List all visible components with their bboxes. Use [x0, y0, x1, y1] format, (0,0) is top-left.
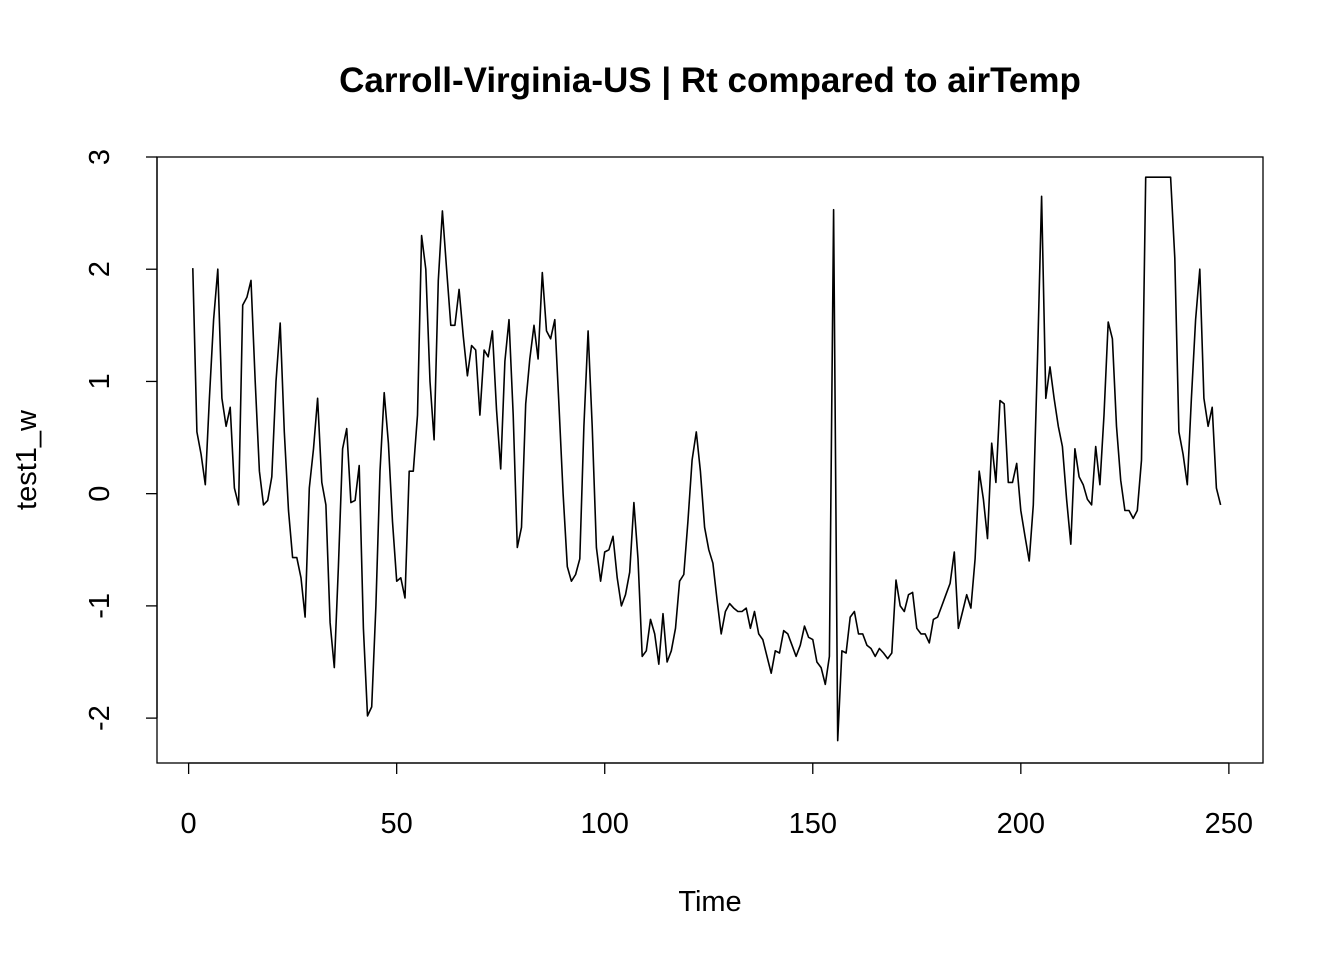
chart-title: Carroll-Virginia-US | Rt compared to air… — [339, 61, 1081, 100]
x-tick-label: 50 — [381, 808, 413, 840]
y-tick-label: 3 — [84, 149, 116, 165]
y-axis-label: test1_w — [11, 409, 43, 510]
y-tick-label: 0 — [84, 486, 116, 502]
y-tick-label: 1 — [84, 373, 116, 389]
x-tick-label: 200 — [997, 808, 1045, 840]
y-tick-label: 2 — [84, 261, 116, 277]
y-axis: -2 -1 0 1 2 3 — [84, 149, 158, 731]
x-axis-label: Time — [678, 886, 741, 918]
series-line — [192, 176, 1222, 742]
y-tick-label: -1 — [84, 593, 116, 619]
x-tick-label: 150 — [789, 808, 837, 840]
x-tick-label: 250 — [1205, 808, 1253, 840]
x-tick-label: 0 — [181, 808, 197, 840]
x-axis: 0 50 100 150 200 250 — [181, 762, 1253, 840]
x-tick-label: 100 — [581, 808, 629, 840]
y-tick-label: -2 — [84, 705, 116, 731]
